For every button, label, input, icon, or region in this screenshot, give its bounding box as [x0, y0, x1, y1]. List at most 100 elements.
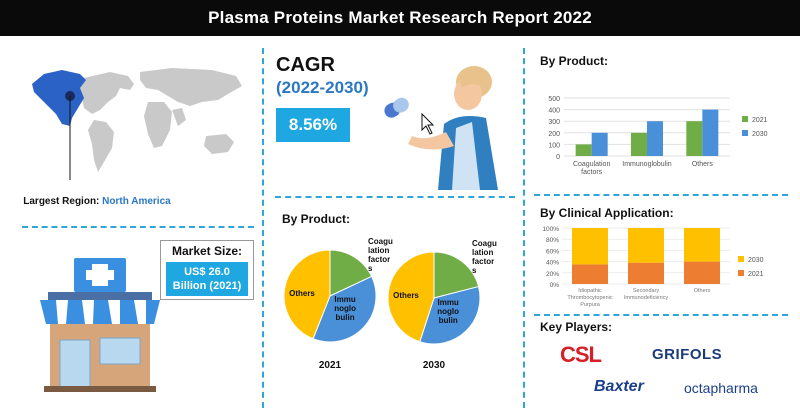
bar-2021	[684, 261, 720, 284]
market-size-line2: Billion (2021)	[172, 280, 242, 292]
pie-label: s	[472, 266, 477, 275]
bar-2030	[572, 228, 608, 265]
y-tick-label: 60%	[546, 248, 559, 255]
woman-pill-illustration	[384, 66, 498, 190]
csl-logo: CSL	[560, 342, 602, 367]
bar-product-title: By Product:	[540, 54, 609, 68]
y-tick-label: 500	[548, 96, 560, 103]
pill-icon	[384, 97, 409, 118]
pie-label: Others	[289, 289, 315, 298]
divider-right-h2	[534, 314, 788, 316]
y-tick-label: 0%	[550, 282, 560, 289]
legend-label: 2030	[752, 131, 768, 138]
store-window	[99, 337, 141, 365]
divider-right-h1	[534, 194, 788, 196]
legend-label: 2021	[748, 271, 764, 278]
bar-2021	[628, 262, 664, 284]
market-size-title: Market Size:	[171, 244, 243, 258]
pie-slice-immuno	[419, 285, 481, 345]
y-tick-label: 40%	[546, 260, 559, 267]
pie-label: lation	[472, 248, 493, 257]
bar-2030	[684, 228, 720, 262]
pie-year-label: 2030	[423, 360, 446, 371]
market-size-line1: US$ 26.0	[184, 266, 230, 278]
legend-label: 2030	[748, 257, 764, 264]
cagr-title: CAGR	[276, 54, 335, 76]
baxter-logo: Baxter	[594, 378, 644, 395]
pie-label: bulin	[439, 316, 458, 325]
y-tick-label: 80%	[546, 237, 559, 244]
bar-2021	[575, 144, 592, 156]
bar-2030	[591, 132, 608, 156]
grifols-logo: GRIFOLS	[652, 346, 723, 363]
cursor-icon	[421, 112, 435, 135]
divider-mid-h	[275, 196, 515, 198]
y-tick-label: 20%	[546, 271, 559, 278]
clinical-title: By Clinical Application:	[540, 206, 674, 220]
y-tick-label: 300	[548, 119, 560, 126]
page-title: Plasma Proteins Market Research Report 2…	[208, 8, 592, 27]
store-door	[59, 339, 91, 389]
y-tick-label: 100	[548, 142, 560, 149]
x-tick-label: Coagulation	[573, 161, 610, 168]
world-map	[32, 68, 242, 180]
x-tick-label: Idiopathic	[578, 288, 602, 294]
hand	[408, 132, 454, 150]
bar-2021	[686, 121, 703, 156]
pie-label: Others	[393, 291, 419, 300]
octapharma-logo: octapharma	[684, 380, 758, 396]
largest-region-label: Largest Region: North America	[22, 196, 172, 208]
pie-label: lation	[368, 246, 389, 255]
bar-2030	[647, 121, 663, 156]
legend-swatch	[742, 130, 748, 136]
key-players-title: Key Players:	[540, 320, 613, 334]
pie-label: Immu	[437, 298, 458, 307]
divider-right	[523, 48, 525, 408]
product-pie-charts: CoagulationfactorsImmunoglobulinOthers20…	[283, 237, 497, 371]
legend-swatch	[742, 116, 748, 122]
legend-label: 2021	[752, 117, 768, 124]
bar-2021	[631, 132, 647, 156]
legend-swatch	[738, 256, 744, 262]
y-tick-label: 200	[548, 131, 560, 138]
by-clinical-bar-chart: 0% 20% 40% 60% 80% 100% IdiopathicThrombocytop…	[542, 226, 764, 308]
map-continents	[78, 68, 242, 172]
x-tick-label: Immunodeficiency	[624, 295, 669, 301]
x-tick-label: Immunoglobulin	[622, 161, 672, 168]
x-tick-label: Thrombocytopenic	[567, 295, 612, 301]
legend-swatch	[738, 270, 744, 276]
market-size-value: US$ 26.0 Billion (2021)	[166, 262, 248, 296]
face	[454, 78, 482, 110]
pie-slice-others	[283, 249, 331, 340]
store-illustration	[40, 258, 160, 392]
cagr-value: 8.56%	[276, 108, 350, 142]
cagr-years: (2022-2030)	[276, 78, 369, 97]
pie-label: noglo	[437, 307, 459, 316]
region-value: North America	[102, 196, 171, 207]
pie-section-title: By Product:	[282, 212, 351, 226]
pie-label: Immu	[334, 295, 355, 304]
pie-label: bulin	[336, 313, 355, 322]
x-tick-label: Purpura	[580, 302, 601, 308]
pie-slice-immuno	[312, 275, 377, 343]
pie-label: Coagu	[368, 237, 393, 246]
x-tick-label: factors	[581, 169, 603, 176]
x-tick-label: Secondary	[633, 288, 660, 294]
pie-slice-others	[387, 251, 435, 343]
x-tick-label: Others	[692, 161, 714, 168]
pie-label: s	[368, 264, 373, 273]
y-tick-label: 100%	[542, 226, 559, 233]
region-prefix: Largest Region:	[23, 196, 100, 207]
y-tick-label: 0	[556, 154, 560, 161]
bar-2030	[628, 228, 664, 263]
pie-label: factor	[472, 257, 494, 266]
pie-label: noglo	[334, 304, 356, 313]
bar-2030	[702, 109, 719, 156]
pie-slice-coag	[433, 251, 480, 299]
pie-label: factor	[368, 255, 390, 264]
north-america-highlight	[32, 70, 86, 126]
divider-left-h	[22, 226, 254, 228]
divider-left	[262, 48, 264, 408]
pie-slice-coag	[329, 249, 373, 297]
